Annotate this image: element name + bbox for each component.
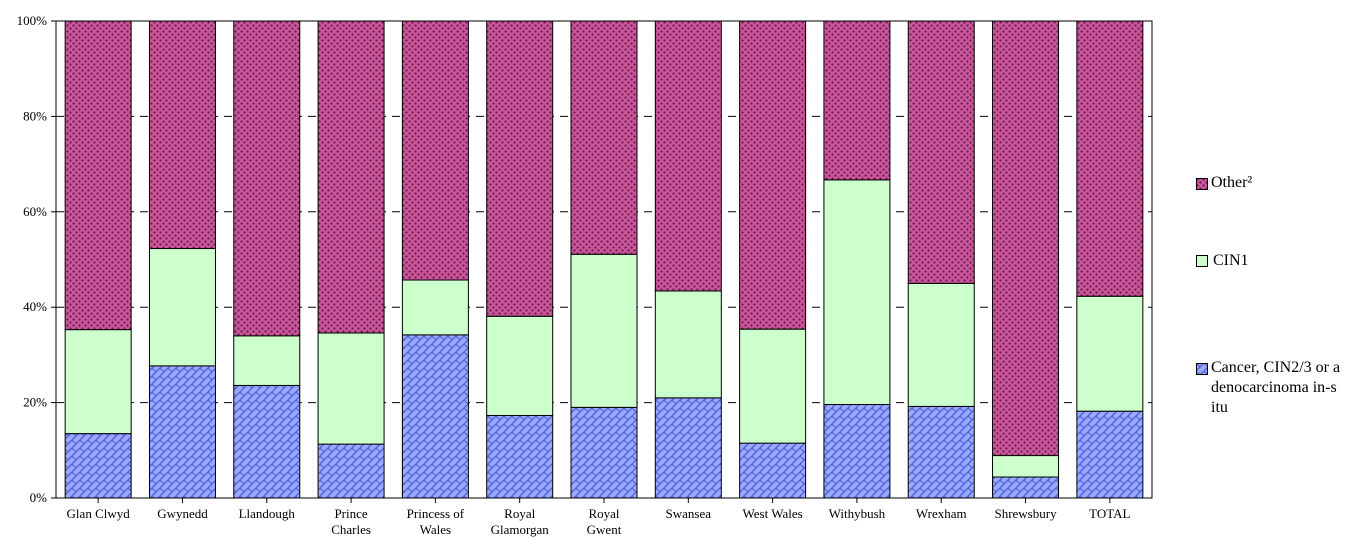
bar-cancer	[486, 414, 554, 499]
x-tick-label: TOTAL	[1089, 506, 1130, 521]
bar-cancer	[401, 334, 469, 499]
bar-cin1	[1076, 295, 1144, 412]
bar-other	[486, 20, 554, 317]
plot-area: 0% 20% 40% 60% 80% 100% Glan Clwyd Gwynedd Lland…	[17, 13, 1153, 537]
bar-cancer	[148, 365, 216, 499]
bar-cancer	[992, 476, 1060, 499]
x-tick-label: Wales	[420, 522, 451, 537]
bar-other	[1076, 20, 1144, 297]
legend-swatch-cin1	[1196, 255, 1208, 267]
bar-cancer	[233, 384, 301, 499]
legend-label-cin1: CIN1	[1213, 252, 1249, 269]
x-tick-label: Glan Clwyd	[67, 506, 131, 521]
x-tick-label: Withybush	[829, 506, 886, 521]
bar-other	[148, 20, 216, 250]
bar-cin1	[233, 335, 301, 386]
legend-label-cancer: Cancer, CIN2/3 or adenocarcinoma in-situ	[1211, 359, 1341, 416]
x-tick-label: Gwynedd	[157, 506, 208, 521]
legend-item-cin1: CIN1	[1196, 251, 1346, 271]
bar-cin1	[486, 315, 554, 416]
y-tick-label: 0%	[30, 490, 48, 505]
y-tick-label: 80%	[23, 108, 47, 123]
legend-label-other: Other²	[1211, 174, 1253, 191]
bar-other	[992, 20, 1060, 457]
legend-item-other: Other²	[1196, 173, 1346, 193]
x-tick-label: Gwent	[587, 522, 622, 537]
legend-swatch-cancer	[1196, 362, 1208, 375]
bar-cin1	[907, 282, 975, 407]
bar-cancer	[823, 404, 891, 499]
x-tick-label: Charles	[331, 522, 371, 537]
bar-cin1	[317, 332, 385, 445]
y-tick-label: 100%	[17, 13, 48, 28]
legend-swatch-other	[1196, 177, 1208, 190]
bar-cancer	[64, 433, 132, 499]
x-tick-label: Princess of	[407, 506, 465, 521]
plot-frame	[55, 20, 1153, 499]
bar-other	[317, 20, 385, 334]
legend-item-cancer: Cancer, CIN2/3 or adenocarcinoma in-situ	[1196, 358, 1346, 418]
bar-cin1	[739, 328, 807, 444]
x-tick-label: Wrexham	[916, 506, 967, 521]
bar-cancer	[1076, 410, 1144, 499]
bar-other	[233, 20, 301, 337]
bar-cin1	[992, 455, 1060, 478]
x-tick-label: Prince	[334, 506, 367, 521]
x-tick-label: Shrewsbury	[994, 506, 1057, 521]
y-tick-label: 20%	[23, 395, 47, 410]
x-tick-label: Swansea	[666, 506, 712, 521]
bar-cin1	[654, 290, 722, 399]
bar-cin1	[148, 248, 216, 367]
bar-cancer	[570, 406, 638, 499]
bar-cin1	[823, 179, 891, 406]
bar-cancer	[739, 442, 807, 499]
bar-other	[739, 20, 807, 330]
bar-other	[907, 20, 975, 284]
bar-other	[654, 20, 722, 292]
bar-other	[823, 20, 891, 181]
bar-other	[570, 20, 638, 255]
x-tick-label: Royal	[588, 506, 619, 521]
y-tick-label: 40%	[23, 299, 47, 314]
x-tick-label: Glamorgan	[491, 522, 550, 537]
x-tick-label: Llandough	[239, 506, 296, 521]
bar-cin1	[401, 279, 469, 336]
x-tick-label: Royal	[504, 506, 535, 521]
x-tick-label: West Wales	[743, 506, 803, 521]
bar-other	[64, 20, 132, 331]
bar-other	[401, 20, 469, 281]
bar-cin1	[64, 329, 132, 435]
bar-cancer	[907, 405, 975, 499]
bar-cin1	[570, 253, 638, 408]
y-tick-label: 60%	[23, 204, 47, 219]
bar-cancer	[654, 397, 722, 499]
bar-cancer	[317, 443, 385, 499]
